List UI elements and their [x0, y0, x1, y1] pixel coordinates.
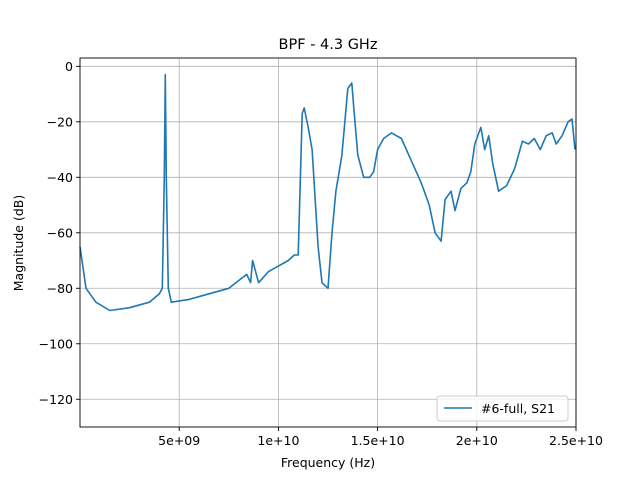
legend: #6-full, S21: [436, 395, 569, 422]
plot-area-frame: [79, 57, 577, 428]
x-tick-label: 5e+09: [158, 433, 200, 448]
axis-ticks: 5e+09 1e+10 1.5e+10 2e+10 2.5e+10 0 −20 −40 −60 −…: [39, 59, 603, 448]
series-line-s21: [79, 73, 576, 312]
x-tick-label: 2e+10: [456, 433, 498, 448]
x-tick-label: 1e+10: [257, 433, 299, 448]
y-tick-label: −100: [39, 336, 73, 351]
y-tick-label: −40: [47, 170, 73, 185]
legend-box: [436, 395, 569, 422]
y-axis-label: Magnitude (dB): [11, 195, 26, 291]
x-tick-label: 1.5e+10: [351, 433, 405, 448]
y-tick-label: −20: [47, 114, 73, 129]
x-axis-label: Frequency (Hz): [281, 455, 375, 470]
y-tick-label: −80: [47, 281, 73, 296]
y-tick-label: −60: [47, 225, 73, 240]
y-tick-label: −120: [39, 392, 73, 407]
x-tick-label: 2.5e+10: [549, 433, 603, 448]
legend-label-s21: #6-full, S21: [481, 401, 555, 416]
chart-title: BPF - 4.3 GHz: [279, 37, 378, 53]
y-tick-label: 0: [65, 59, 73, 74]
